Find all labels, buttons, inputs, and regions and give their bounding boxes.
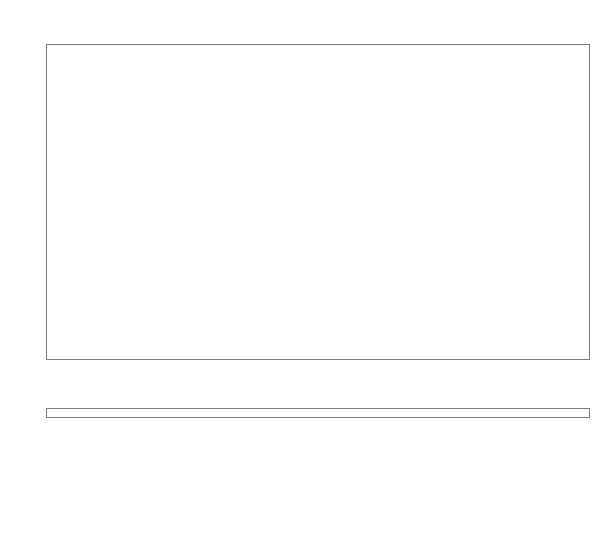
legend-box [46,408,590,418]
x-axis-labels [46,362,590,408]
chart-container: { "title_line1": "56, CLIFTON, YORK, YO3… [0,0,600,560]
y-axis-labels [0,44,44,360]
plot-area [46,44,590,360]
chart-titles [0,0,600,10]
chart-svg [47,45,589,359]
